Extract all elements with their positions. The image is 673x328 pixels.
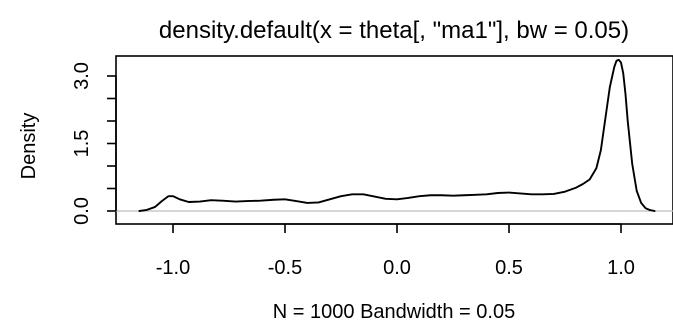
y-tick-label: 1.5 — [71, 130, 93, 158]
x-tick-label: 1.0 — [607, 257, 635, 279]
x-tick-label: -1.0 — [156, 257, 190, 279]
density-line — [138, 58, 656, 212]
x-tick-label: 0.5 — [495, 257, 523, 279]
x-tick-label: 0.0 — [383, 257, 411, 279]
plot-layer: -1.0 -0.5 0.0 0.5 1.0 0.0 1.5 3.0 — [71, 58, 673, 279]
x-axis-label: N = 1000 Bandwidth = 0.05 — [273, 301, 515, 323]
y-tick-label: 0.0 — [71, 197, 93, 225]
x-tick-label: -0.5 — [268, 257, 302, 279]
y-tick-label: 3.0 — [71, 62, 93, 90]
chart-title: density.default(x = theta[, "ma1"], bw =… — [159, 17, 629, 44]
y-axis-label: Density — [18, 113, 40, 180]
